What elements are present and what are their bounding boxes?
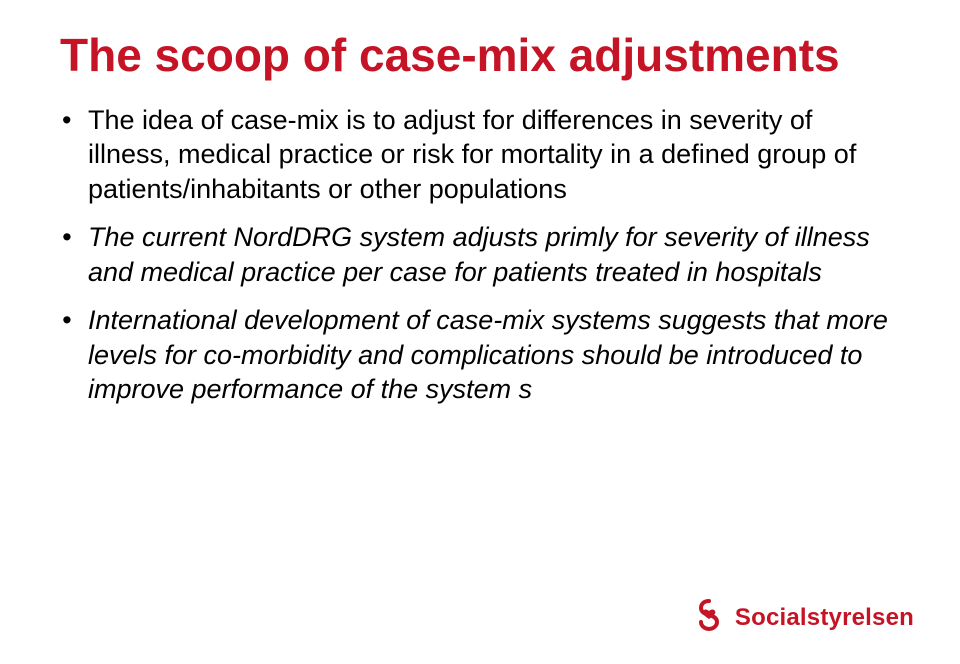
socialstyrelsen-logo-icon [691, 597, 727, 638]
logo-text: Socialstyrelsen [735, 604, 914, 632]
slide: The scoop of case-mix adjustments The id… [0, 0, 960, 664]
bullet-item: International development of case-mix sy… [82, 303, 900, 407]
bullet-text: International development of case-mix sy… [88, 305, 888, 404]
bullet-item: The idea of case-mix is to adjust for di… [82, 103, 900, 207]
slide-title: The scoop of case-mix adjustments [60, 30, 900, 81]
bullet-text: The current NordDRG system adjusts priml… [88, 222, 870, 287]
bullet-item: The current NordDRG system adjusts priml… [82, 220, 900, 289]
logo: Socialstyrelsen [691, 597, 914, 638]
bullet-list: The idea of case-mix is to adjust for di… [60, 103, 900, 407]
bullet-text: The idea of case-mix is to adjust for di… [88, 105, 856, 204]
